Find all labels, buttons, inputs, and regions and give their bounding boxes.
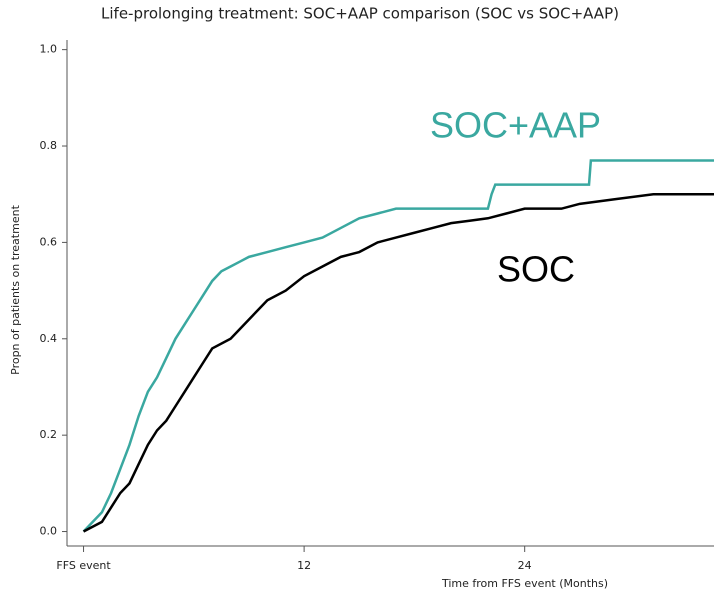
y-tick-label: 1.0	[40, 43, 58, 56]
y-tick-label: 0.2	[40, 428, 58, 441]
series-line	[82, 192, 714, 533]
x-tick-label: 24	[518, 559, 532, 572]
x-tick-label: 12	[297, 559, 311, 572]
x-tick-label: FFS event	[56, 559, 111, 572]
y-tick-label: 0.4	[40, 332, 58, 345]
series-label: SOC	[497, 249, 575, 290]
y-tick-label: 0.6	[40, 235, 58, 248]
y-tick-label: 0.0	[40, 525, 58, 538]
series-line	[82, 159, 714, 533]
y-tick-label: 0.8	[40, 139, 58, 152]
x-axis-label: Time from FFS event (Months)	[441, 577, 608, 590]
y-axis-label: Propn of patients on treatment	[9, 204, 22, 374]
chart-title: Life-prolonging treatment: SOC+AAP compa…	[101, 5, 619, 23]
series-label: SOC+AAP	[430, 105, 601, 146]
